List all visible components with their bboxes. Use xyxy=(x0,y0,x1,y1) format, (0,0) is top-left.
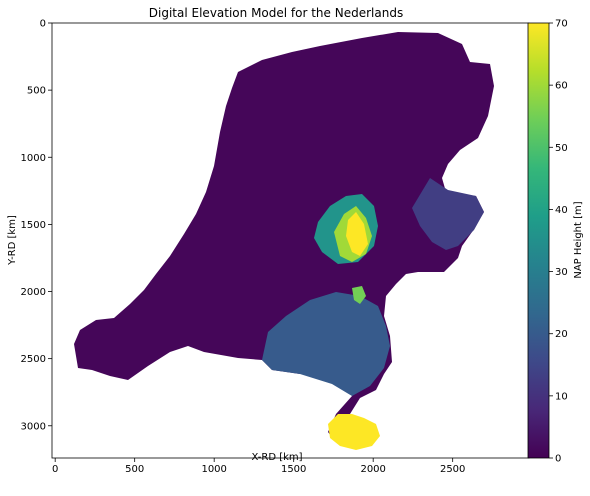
y-axis-label: Y-RD [km] xyxy=(7,215,18,266)
colorbar-tick-label: 60 xyxy=(555,81,568,92)
colorbar-tick-label: 30 xyxy=(555,267,568,278)
colorbar-tick-label: 50 xyxy=(555,143,568,154)
y-tick-label: 2500 xyxy=(21,354,46,365)
colorbar-tick-label: 20 xyxy=(555,329,568,340)
region-veluwe-peak xyxy=(346,212,368,256)
chart-title: Digital Elevation Model for the Nederlan… xyxy=(149,6,403,20)
colorbar-label: NAP Height [m] xyxy=(573,201,584,278)
colorbar-tick-label: 0 xyxy=(555,454,561,465)
region-south-plateau xyxy=(262,292,390,396)
y-axis-ticks: 0 500 1000 1500 2000 2500 3000 xyxy=(21,19,52,432)
y-tick-label: 0 xyxy=(40,19,46,30)
region-low-land xyxy=(74,32,494,440)
x-tick-label: 2000 xyxy=(360,464,385,475)
region-south-limburg xyxy=(328,414,380,450)
x-axis-ticks: 0 500 1000 1500 2000 2500 xyxy=(52,458,465,475)
x-tick-label: 500 xyxy=(125,464,144,475)
x-axis-label: X-RD [km] xyxy=(251,452,302,463)
y-tick-label: 2000 xyxy=(21,287,46,298)
y-tick-label: 1500 xyxy=(21,220,46,231)
x-tick-label: 1500 xyxy=(281,464,306,475)
region-nijmegen xyxy=(352,286,366,304)
y-tick-label: 500 xyxy=(27,86,46,97)
x-tick-label: 1000 xyxy=(201,464,226,475)
y-tick-label: 3000 xyxy=(21,421,46,432)
colorbar-tick-label: 70 xyxy=(555,19,568,30)
region-east-plateau xyxy=(412,178,484,250)
colorbar xyxy=(527,22,550,459)
x-tick-label: 2500 xyxy=(440,464,465,475)
elevation-map xyxy=(74,32,494,450)
colorbar-tick-label: 40 xyxy=(555,205,568,216)
x-tick-label: 0 xyxy=(52,464,58,475)
y-tick-label: 1000 xyxy=(21,153,46,164)
colorbar-ticks: 0 10 20 30 40 50 60 70 xyxy=(549,19,568,465)
colorbar-tick-label: 10 xyxy=(555,391,568,402)
